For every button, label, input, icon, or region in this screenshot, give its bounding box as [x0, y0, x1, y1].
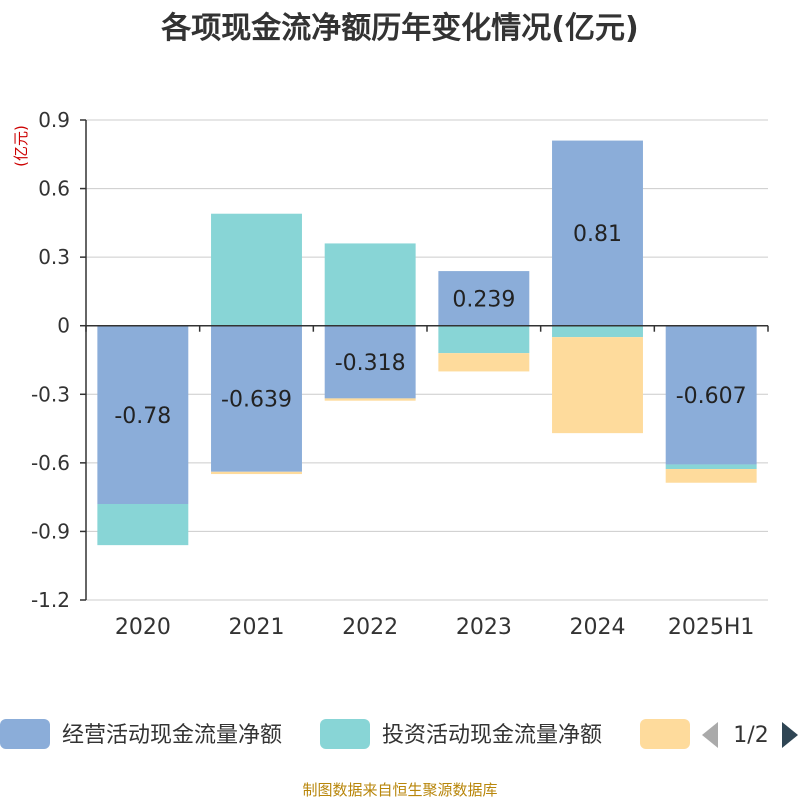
data-label: 0.239: [452, 287, 515, 312]
legend-label: 投资活动现金流量净额: [382, 723, 602, 748]
bar: [665, 325, 757, 465]
x-tick-label: 2022: [342, 615, 398, 640]
bar: [324, 325, 416, 399]
x-tick-labels: 2020 2021 2022 2023 2024 2025H1: [115, 615, 755, 640]
y-tick-label: 0.9: [38, 108, 70, 132]
legend: 经营活动现金流量净额 投资活动现金流量净额 1/2: [0, 719, 798, 749]
y-tick-labels: 0.9 0.6 0.3 0 -0.3 -0.6 -0.9 -1.2: [31, 108, 70, 612]
x-tick-label: 2024: [570, 615, 626, 640]
data-label: -0.639: [221, 388, 292, 413]
x-tick-label: 2020: [115, 615, 171, 640]
chart-title: 各项现金流净额历年变化情况(亿元): [160, 11, 638, 46]
y-axis-unit: (亿元): [12, 125, 30, 167]
bar: [438, 325, 530, 354]
data-label: -0.607: [676, 384, 747, 409]
y-tick-label: -1.2: [31, 588, 70, 612]
y-tick-label: 0.3: [38, 245, 70, 269]
bar: [665, 464, 757, 470]
bar: [552, 325, 643, 338]
x-tick-label: 2023: [456, 615, 512, 640]
bar: [324, 243, 416, 326]
source-note: 制图数据来自恒生聚源数据库: [302, 781, 497, 799]
bar: [552, 140, 643, 326]
legend-page-indicator: 1/2: [733, 723, 768, 748]
bar: [665, 469, 757, 483]
legend-swatch: [640, 719, 690, 749]
axes: [80, 119, 769, 601]
bar: [324, 398, 416, 401]
x-tick-label: 2021: [229, 615, 285, 640]
bar: [438, 271, 530, 326]
bar: [438, 353, 530, 372]
bar: [211, 471, 302, 475]
y-tick-label: -0.3: [31, 382, 70, 406]
bar: [552, 337, 643, 434]
triangle-right-icon[interactable]: [782, 722, 798, 748]
bar: [97, 504, 189, 546]
bars: [97, 140, 757, 546]
legend-swatch: [320, 719, 370, 749]
data-label: -0.318: [335, 351, 406, 376]
legend-label: 经营活动现金流量净额: [62, 723, 282, 748]
data-label: -0.78: [114, 404, 171, 429]
bar: [211, 325, 302, 472]
triangle-left-icon[interactable]: [702, 722, 718, 748]
y-tick-label: 0.6: [38, 177, 70, 201]
y-tick-label: -0.9: [31, 519, 70, 543]
data-labels: -0.78 -0.639 -0.318 0.239 0.81 -0.607: [114, 222, 746, 429]
bar: [97, 325, 189, 504]
y-tick-label: -0.6: [31, 451, 70, 475]
x-tick-label: 2025H1: [668, 615, 755, 640]
y-tick-label: 0: [57, 314, 70, 338]
legend-swatch: [0, 719, 50, 749]
bar: [211, 213, 302, 326]
data-label: 0.81: [573, 222, 622, 247]
